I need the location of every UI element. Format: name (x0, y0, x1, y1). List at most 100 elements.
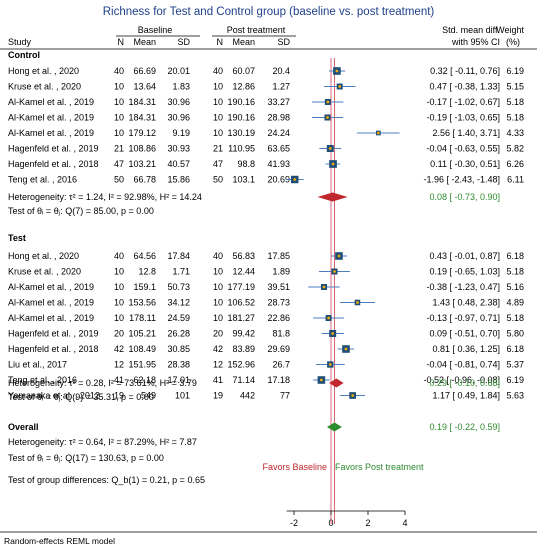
cell-mean-baseline: 105.21 (128, 329, 156, 339)
header-weight-unit: (%) (506, 37, 520, 47)
cell-sd-baseline: 15.86 (167, 175, 190, 185)
cell-mean-post: 177.19 (227, 282, 255, 292)
cell-weight: 6.11 (507, 175, 524, 185)
study-label: Teng et al. , 2016 (8, 175, 77, 185)
cell-mean-baseline: 179.12 (128, 128, 156, 138)
effect-point (338, 85, 342, 88)
cell-n-baseline: 10 (114, 113, 124, 123)
cell-sd-post: 26.7 (272, 360, 290, 370)
cell-mean-post: 190.16 (227, 97, 255, 107)
study-label: Hagenfeld et al. , 2019 (8, 329, 99, 339)
cell-weight: 5.16 (506, 282, 524, 292)
group-homogeneity-test: Test of θᵢ = θⱼ: Q(7) = 85.00, p = 0.00 (8, 206, 154, 216)
cell-sd-baseline: 101 (175, 391, 190, 401)
study-label: Hagenfeld et al. , 2018 (8, 344, 99, 354)
cell-mean-baseline: 178.11 (129, 313, 156, 323)
cell-mean-post: 190.16 (227, 113, 255, 123)
group-heterogeneity: Heterogeneity: τ² = 1.24, I² = 92.98%, H… (8, 192, 202, 202)
cell-n-post: 40 (213, 66, 223, 76)
cell-mean-post: 181.27 (227, 313, 255, 323)
group-pooled-ci: 0.08 [ -0.73, 0.90] (429, 192, 500, 202)
cell-mean-post: 442 (240, 391, 255, 401)
cell-n-post: 21 (213, 144, 223, 154)
cell-weight: 4.33 (506, 128, 524, 138)
cell-weight: 5.80 (506, 329, 524, 339)
cell-n-post: 40 (213, 251, 223, 261)
cell-ci: 0.43 [ -0.01, 0.87] (429, 251, 500, 261)
cell-n-post: 10 (213, 267, 223, 277)
cell-sd-baseline: 28.38 (167, 360, 190, 370)
study-label: Hong et al. , 2020 (8, 66, 79, 76)
cell-n-baseline: 40 (114, 66, 124, 76)
cell-sd-post: 29.69 (267, 344, 290, 354)
cell-ci: -0.38 [ -1.23, 0.47] (426, 282, 500, 292)
effect-point (327, 316, 330, 320)
overall-heading: Overall (8, 422, 39, 432)
overall-diamond (326, 422, 342, 432)
cell-mean-post: 12.44 (232, 267, 255, 277)
study-label: Yamanaka et al. , 2012 (8, 391, 100, 401)
cell-mean-baseline: 12.8 (138, 267, 156, 277)
cell-sd-baseline: 26.28 (167, 329, 190, 339)
effect-point (331, 162, 335, 166)
cell-sd-post: 24.24 (267, 128, 290, 138)
cell-sd-baseline: 17.01 (167, 375, 190, 385)
cell-sd-post: 20.4 (272, 66, 290, 76)
group-heading: Test (8, 233, 26, 243)
cell-weight: 5.18 (506, 113, 524, 123)
cell-sd-post: 39.51 (267, 282, 290, 292)
cell-ci: 0.09 [ -0.51, 0.70] (429, 329, 500, 339)
header-ci: with 95% CI (451, 37, 500, 47)
cell-sd-post: 28.98 (267, 113, 290, 123)
cell-ci: -0.19 [ -1.03, 0.65] (426, 113, 500, 123)
cell-n-baseline: 50 (114, 175, 124, 185)
study-label: Hagenfeld et al. , 2018 (8, 159, 99, 169)
cell-weight: 5.37 (506, 360, 524, 370)
header-n-baseline: N (118, 37, 125, 47)
x-axis-tick-label: 4 (402, 518, 407, 528)
cell-sd-post: 1.27 (272, 82, 290, 92)
group-pooled-diamond (329, 378, 344, 388)
cell-n-baseline: 10 (114, 97, 124, 107)
cell-ci: -1.96 [ -2.43, -1.48] (423, 175, 500, 185)
cell-n-post: 42 (213, 344, 223, 354)
cell-mean-post: 83.89 (232, 344, 255, 354)
effect-point (344, 347, 348, 351)
overall-ci: 0.19 [ -0.22, 0.59] (429, 422, 500, 432)
cell-sd-post: 1.89 (272, 267, 290, 277)
header-sd-post: SD (277, 37, 290, 47)
effect-point (293, 178, 297, 181)
cell-sd-post: 41.93 (267, 159, 290, 169)
cell-sd-baseline: 20.01 (167, 66, 190, 76)
header-sd-baseline: SD (177, 37, 190, 47)
x-axis-tick-label: -2 (290, 518, 298, 528)
cell-n-baseline: 42 (114, 344, 124, 354)
group-difference-test: Test of group differences: Q_b(1) = 0.21… (8, 475, 205, 485)
cell-mean-post: 152.96 (227, 360, 255, 370)
effect-point (351, 394, 355, 397)
cell-ci: -0.04 [ -0.63, 0.55] (426, 144, 500, 154)
cell-sd-baseline: 30.96 (167, 97, 190, 107)
cell-sd-baseline: 24.59 (167, 313, 190, 323)
header-weight: Weight (496, 25, 524, 35)
effect-point (328, 147, 332, 150)
cell-weight: 6.18 (506, 344, 524, 354)
header-post-treatment: Post treatment (227, 25, 286, 35)
cell-weight: 5.82 (506, 144, 524, 154)
cell-sd-post: 17.18 (267, 375, 290, 385)
cell-n-post: 10 (213, 298, 223, 308)
group-homogeneity-test: Test of θᵢ = θⱼ: Q(9) = 35.31, p = 0.00 (8, 392, 154, 402)
effect-point (326, 116, 329, 119)
cell-weight: 5.18 (506, 313, 524, 323)
cell-ci: -0.52 [ -0.96, -0.08] (423, 375, 500, 385)
study-label: Liu et al., 2017 (8, 360, 67, 370)
cell-sd-baseline: 17.84 (167, 251, 190, 261)
cell-ci: 0.81 [ 0.36, 1.25] (432, 344, 500, 354)
cell-mean-baseline: 108.86 (128, 144, 156, 154)
chart-title: Richness for Test and Control group (bas… (103, 6, 435, 18)
cell-mean-baseline: 151.95 (128, 360, 156, 370)
group-pooled-ci: 0.29 [ -0.10, 0.68] (429, 378, 500, 388)
cell-weight: 5.18 (506, 97, 524, 107)
model-footnote: Random-effects REML model (4, 536, 115, 546)
